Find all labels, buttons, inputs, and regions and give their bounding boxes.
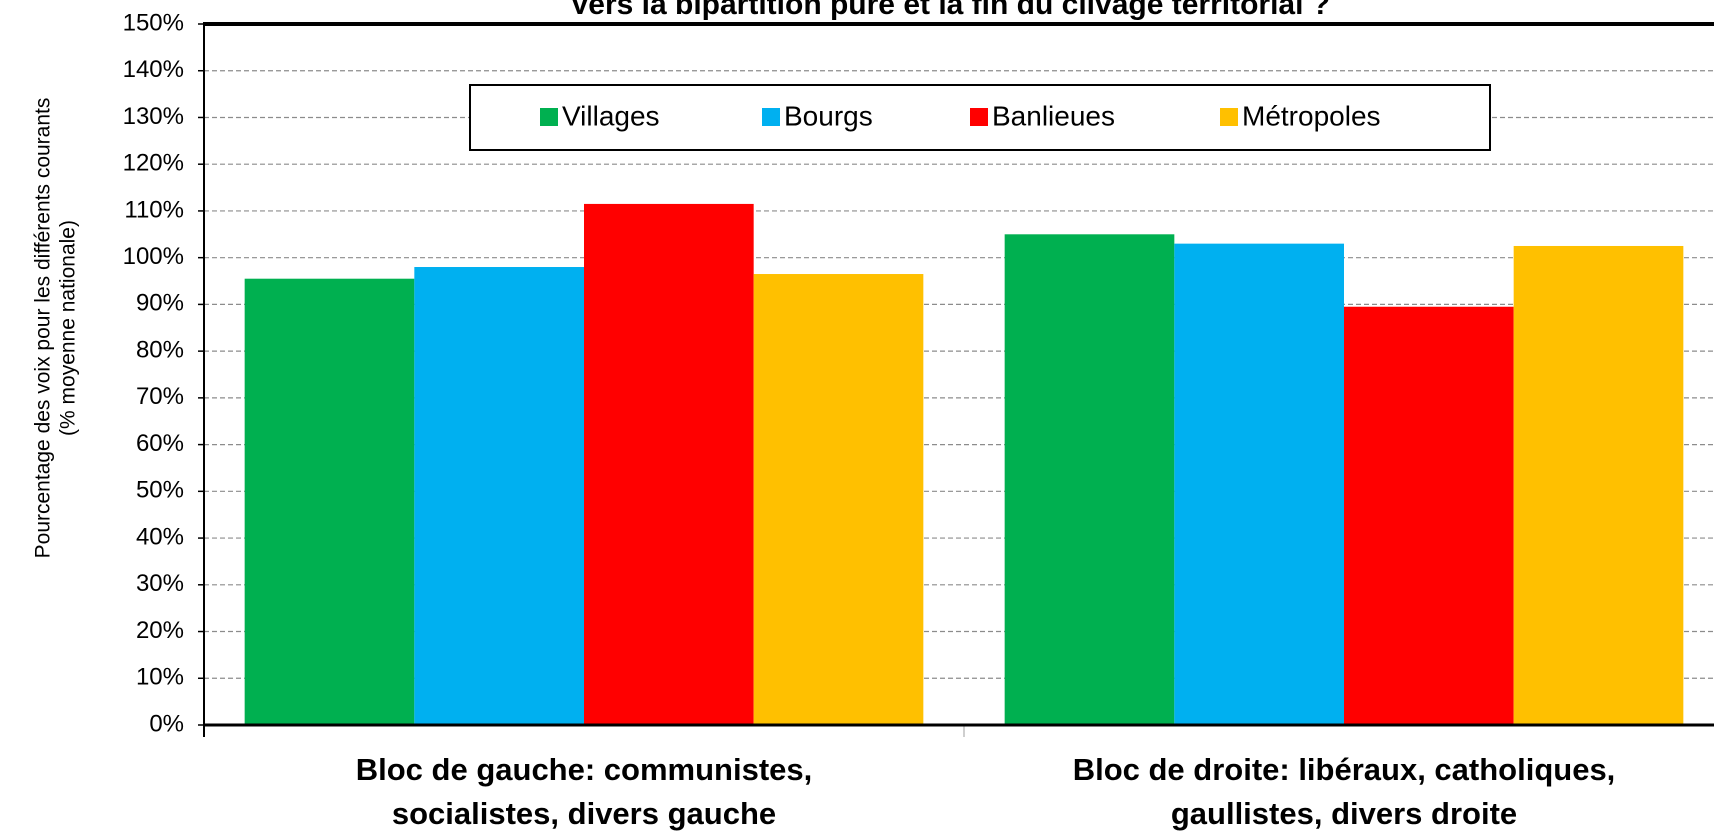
bar bbox=[1174, 243, 1344, 725]
y-tick-label: 80% bbox=[136, 336, 184, 363]
bar bbox=[1344, 306, 1514, 725]
y-tick-label: 110% bbox=[124, 196, 184, 223]
x-tick-label: Bloc de droite: libéraux, catholiques, bbox=[1073, 752, 1616, 787]
x-tick-label: gaullistes, divers droite bbox=[1171, 796, 1517, 831]
y-tick-label: 140% bbox=[123, 56, 184, 83]
y-tick-label: 30% bbox=[136, 570, 184, 597]
y-tick-label: 150% bbox=[123, 9, 184, 36]
bar bbox=[414, 267, 584, 725]
legend-swatch bbox=[1220, 108, 1238, 126]
y-tick-label: 120% bbox=[123, 150, 184, 177]
y-tick-label: 60% bbox=[136, 430, 184, 457]
legend-label: Bourgs bbox=[784, 100, 873, 131]
x-tick-label: Bloc de gauche: communistes, bbox=[356, 752, 813, 787]
y-tick-label: 20% bbox=[136, 617, 184, 644]
bar bbox=[1004, 234, 1175, 726]
y-tick-label: 90% bbox=[136, 290, 184, 317]
legend-swatch bbox=[970, 108, 988, 126]
y-axis-label: (% moyenne nationale) bbox=[57, 220, 80, 436]
y-tick-label: 50% bbox=[136, 477, 184, 504]
bar bbox=[244, 278, 415, 725]
x-tick-label: socialistes, divers gauche bbox=[392, 796, 776, 831]
bar bbox=[1513, 245, 1684, 725]
legend-label: Banlieues bbox=[992, 100, 1115, 131]
y-tick-label: 40% bbox=[136, 523, 184, 550]
legend-label: Métropoles bbox=[1242, 100, 1381, 131]
legend-label: Villages bbox=[562, 100, 660, 131]
y-tick-label: 100% bbox=[123, 243, 184, 270]
y-tick-label: 10% bbox=[136, 664, 184, 691]
bar bbox=[753, 274, 924, 725]
y-tick-label: 130% bbox=[123, 103, 184, 130]
y-axis-label: Pourcentage des voix pour les différents… bbox=[32, 98, 55, 559]
y-tick-label: 0% bbox=[149, 710, 184, 737]
legend-swatch bbox=[540, 108, 558, 126]
y-tick-label: 70% bbox=[136, 383, 184, 410]
legend-swatch bbox=[762, 108, 780, 126]
chart-title: Vers la bipartition pure et la fin du cl… bbox=[570, 0, 1330, 21]
bar bbox=[584, 203, 754, 725]
